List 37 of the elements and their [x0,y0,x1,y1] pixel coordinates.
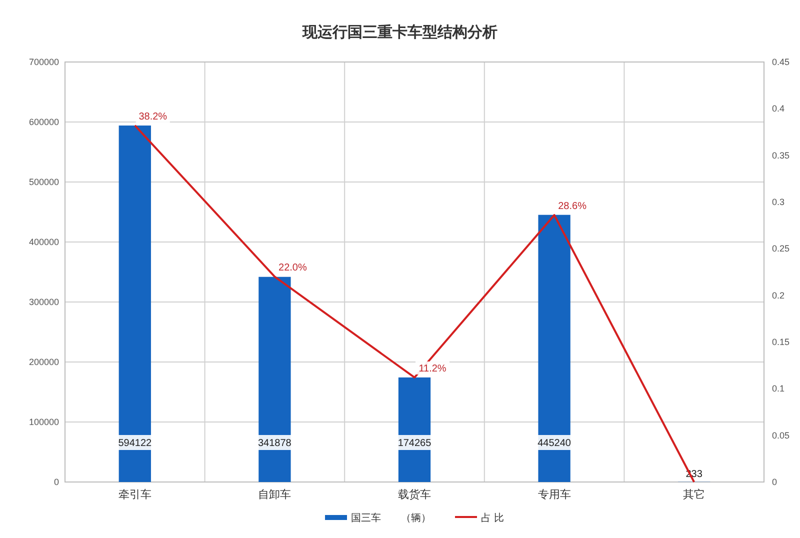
data-label: 28.6% [558,201,587,212]
bar [258,276,291,482]
y2-tick-label: 0.1 [772,384,785,394]
y2-tick-label: 0.25 [772,244,790,254]
y-tick-label: 100000 [28,417,59,427]
data-label: 38.2% [138,111,168,122]
y2-tick-label: 0.05 [772,430,790,440]
y2-tick-label: 0.4 [772,104,785,114]
x-tick-label: 专用车 [538,488,571,501]
data-label: 22.0% [278,262,307,274]
bar [538,214,570,482]
bar [118,126,151,482]
y-tick-label: 200000 [28,357,59,367]
y-tick-label: 500000 [28,177,59,187]
y2-tick-label: 0.35 [772,150,790,160]
data-label: 445240 [538,438,572,449]
data-label: 594122 [118,438,152,449]
y2-tick-label: 0 [772,477,778,487]
x-tick-label: 载货车 [398,488,431,501]
x-tick-label: 其它 [683,488,706,501]
data-label: 174265 [398,438,432,449]
chart-title: 现运行国三重卡车型结构分析 [302,23,498,41]
y-tick-label: 600000 [28,117,59,127]
y-tick-label: 700000 [28,57,59,67]
y-tick-label: 0 [54,477,59,487]
data-label: 11.2% [418,363,446,374]
y2-tick-label: 0.15 [772,337,790,347]
legend-label: 国三车 （辆） [351,512,431,524]
y2-tick-label: 0.3 [772,197,785,207]
x-tick-label: 自卸车 [258,488,292,501]
y-tick-label: 300000 [28,297,59,307]
legend-label: 占 比 [481,512,504,524]
y2-tick-label: 0.45 [772,57,790,67]
y2-tick-label: 0.2 [772,290,785,300]
y-tick-label: 400000 [28,237,59,247]
data-label: 341878 [258,438,292,449]
x-tick-label: 牵引车 [118,488,152,501]
